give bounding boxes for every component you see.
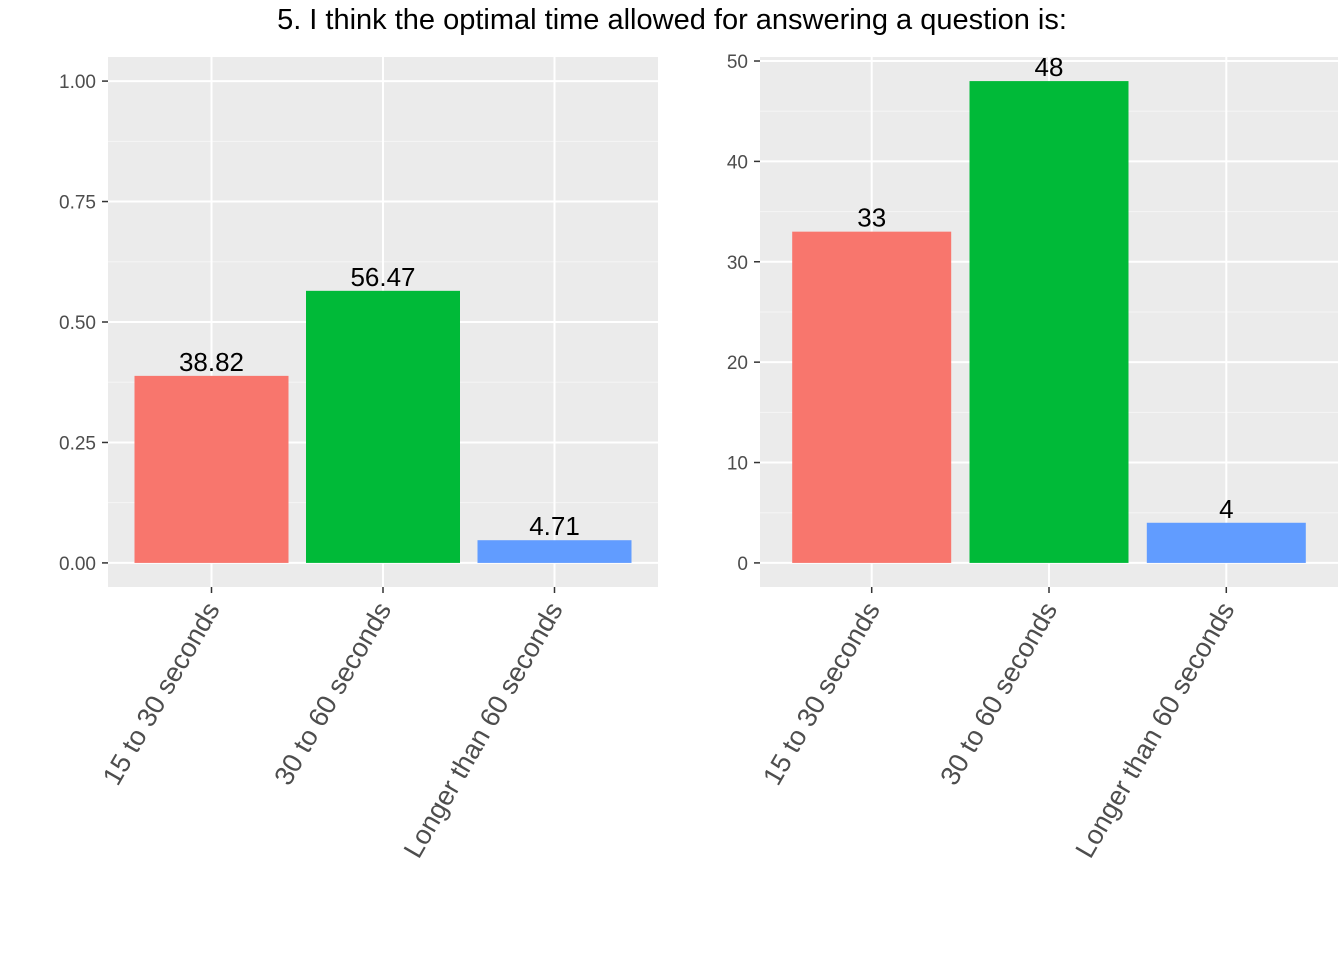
bar-label: 33	[857, 203, 886, 233]
y-tick-label: 30	[727, 253, 748, 274]
x-tick-label: 30 to 60 seconds	[268, 597, 397, 790]
y-tick-label: 0.75	[59, 193, 96, 214]
bar-3	[1146, 522, 1306, 563]
y-tick-label: 0	[737, 554, 748, 575]
bar-label: 48	[1035, 52, 1064, 82]
y-tick-label: 40	[727, 152, 748, 173]
bar-label: 4	[1219, 494, 1233, 524]
bar-1	[792, 231, 952, 563]
bar-2	[306, 290, 460, 563]
y-tick-label: 0.00	[59, 554, 96, 575]
y-tick-label: 20	[727, 353, 748, 374]
bar-label: 4.71	[529, 511, 580, 541]
bar-label: 38.82	[179, 347, 244, 377]
x-tick-label: 15 to 30 seconds	[757, 597, 886, 790]
y-tick-label: 10	[727, 454, 748, 475]
bar-label: 56.47	[350, 262, 415, 292]
bar-3	[477, 540, 632, 563]
bar-1	[134, 375, 289, 563]
x-tick-label: Longer than 60 seconds	[398, 597, 569, 863]
y-tick-label: 50	[727, 52, 748, 73]
x-tick-label: 15 to 30 seconds	[97, 597, 226, 790]
x-tick-label: 30 to 60 seconds	[934, 597, 1063, 790]
x-tick-label: Longer than 60 seconds	[1070, 597, 1241, 863]
bar-2	[969, 81, 1129, 563]
y-tick-label: 0.50	[59, 313, 96, 334]
y-tick-label: 0.25	[59, 433, 96, 454]
chart-title: 5. I think the optimal time allowed for …	[277, 4, 1067, 36]
y-tick-label: 1.00	[59, 72, 96, 93]
